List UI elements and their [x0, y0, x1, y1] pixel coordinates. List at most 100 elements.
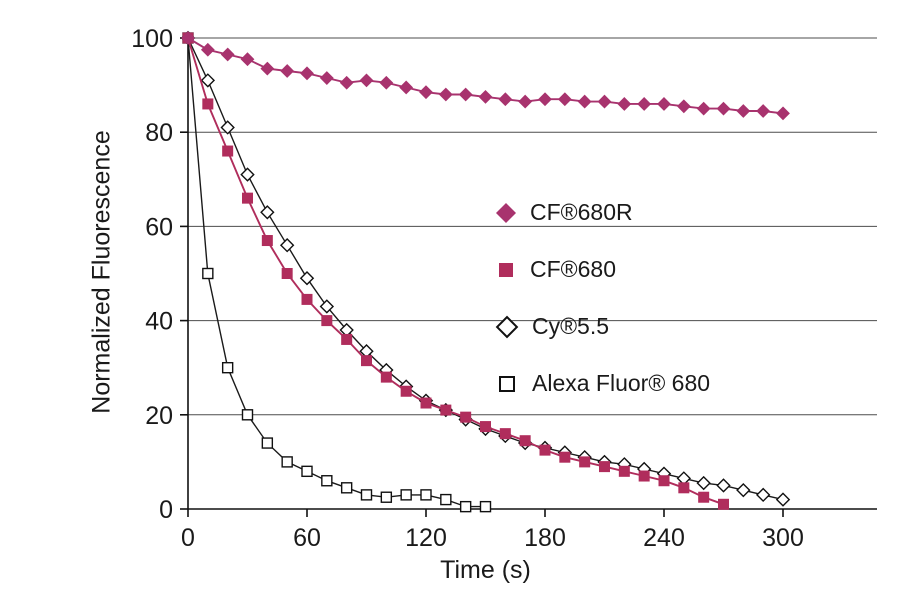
series-marker-0	[260, 61, 275, 76]
square-open-marker-icon	[499, 375, 515, 392]
series-marker-0	[696, 101, 711, 116]
x-tick-label: 60	[293, 524, 321, 552]
y-tick-label: 0	[159, 496, 173, 524]
series-marker-1	[618, 465, 630, 477]
series-marker-0	[538, 92, 552, 107]
series-marker-0	[518, 94, 533, 109]
series-marker-3	[380, 491, 393, 503]
series-marker-0	[200, 42, 215, 57]
series-marker-0	[379, 75, 394, 90]
x-tick-label: 240	[643, 524, 685, 552]
series-marker-2	[279, 238, 295, 253]
legend-label-cf680r: CF®680R	[530, 199, 633, 225]
series-marker-1	[559, 451, 571, 463]
legend-label-alexa680: Alexa Fluor® 680	[532, 370, 711, 396]
series-marker-2	[260, 205, 275, 220]
series-marker-0	[498, 92, 513, 107]
series-marker-0	[220, 47, 235, 62]
series-marker-1	[698, 491, 710, 503]
series-marker-3	[479, 500, 492, 513]
x-tick-label: 300	[762, 524, 804, 552]
series-marker-3	[420, 489, 432, 501]
series-marker-0	[399, 80, 414, 95]
series-marker-0	[637, 97, 652, 111]
series-marker-0	[597, 94, 612, 109]
series-marker-0	[478, 89, 493, 104]
y-tick-label: 20	[145, 402, 173, 430]
y-tick-label: 80	[145, 119, 173, 147]
series-marker-0	[657, 97, 671, 111]
y-tick-label: 40	[145, 308, 173, 336]
series-marker-3	[340, 482, 353, 494]
series-marker-3	[281, 456, 293, 468]
square-filled-marker-icon	[499, 262, 513, 277]
series-marker-3	[261, 437, 274, 449]
series-marker-3	[241, 409, 254, 421]
series-marker-1	[440, 404, 452, 416]
legend-item-cy55: Cy®5.5	[495, 298, 710, 355]
series-marker-1	[321, 315, 333, 327]
series-marker-0	[240, 52, 255, 67]
legend-item-alexa680: Alexa Fluor® 680	[499, 355, 710, 412]
series-marker-3	[459, 500, 472, 513]
series-marker-0	[736, 104, 751, 118]
series-marker-2	[775, 492, 791, 507]
series-marker-1	[361, 355, 372, 367]
series-marker-3	[202, 267, 214, 280]
series-marker-1	[460, 411, 472, 423]
series-marker-2	[696, 475, 711, 491]
series-marker-1	[242, 192, 253, 204]
series-marker-0	[716, 101, 731, 116]
series-marker-1	[519, 435, 531, 447]
series-marker-1	[202, 98, 214, 110]
series-marker-2	[319, 299, 335, 314]
series-marker-3	[321, 475, 333, 487]
series-marker-1	[718, 498, 729, 510]
series-marker-2	[200, 73, 216, 88]
series-marker-1	[480, 421, 491, 433]
series-marker-0	[319, 71, 334, 85]
series-marker-1	[599, 461, 610, 473]
series-marker-1	[400, 385, 412, 397]
diamond-filled-marker-icon	[496, 202, 516, 223]
series-marker-2	[240, 167, 255, 182]
series-marker-1	[638, 470, 650, 482]
series-marker-3	[400, 489, 412, 501]
series-marker-0	[181, 31, 195, 45]
legend-item-cf680: CF®680	[499, 241, 710, 298]
diamond-open-marker-icon	[495, 315, 519, 338]
series-marker-1	[658, 475, 670, 487]
series-marker-0	[756, 104, 771, 118]
series-marker-1	[341, 333, 353, 345]
y-tick-label: 60	[145, 213, 173, 241]
series-marker-0	[776, 106, 790, 121]
legend: CF®680R CF®680 Cy®5.5 Alexa Fluor® 680	[495, 184, 710, 412]
series-marker-0	[300, 66, 314, 81]
series-marker-0	[359, 73, 374, 88]
x-axis-title: Time (s)	[440, 556, 531, 584]
series-marker-0	[557, 92, 572, 107]
legend-label-cy55: Cy®5.5	[532, 313, 610, 339]
series-line-1	[187, 37, 724, 506]
series-marker-2	[736, 482, 751, 498]
series-marker-1	[499, 428, 511, 440]
series-marker-0	[577, 94, 592, 109]
series-marker-1	[281, 268, 293, 279]
series-marker-1	[579, 456, 591, 468]
x-tick-label: 180	[524, 524, 566, 552]
series-marker-3	[360, 489, 373, 501]
series-marker-1	[222, 145, 234, 157]
series-marker-0	[339, 75, 354, 90]
series-marker-0	[458, 87, 473, 102]
y-tick-label: 100	[131, 25, 173, 53]
series-marker-1	[420, 397, 432, 409]
series-marker-1	[261, 235, 273, 247]
series-marker-0	[617, 97, 632, 111]
legend-item-cf680r: CF®680R	[496, 184, 710, 241]
y-axis-title: Normalized Fluorescence	[87, 130, 116, 414]
series-marker-1	[539, 444, 551, 456]
series-marker-3	[221, 362, 234, 374]
series-marker-0	[280, 64, 295, 78]
